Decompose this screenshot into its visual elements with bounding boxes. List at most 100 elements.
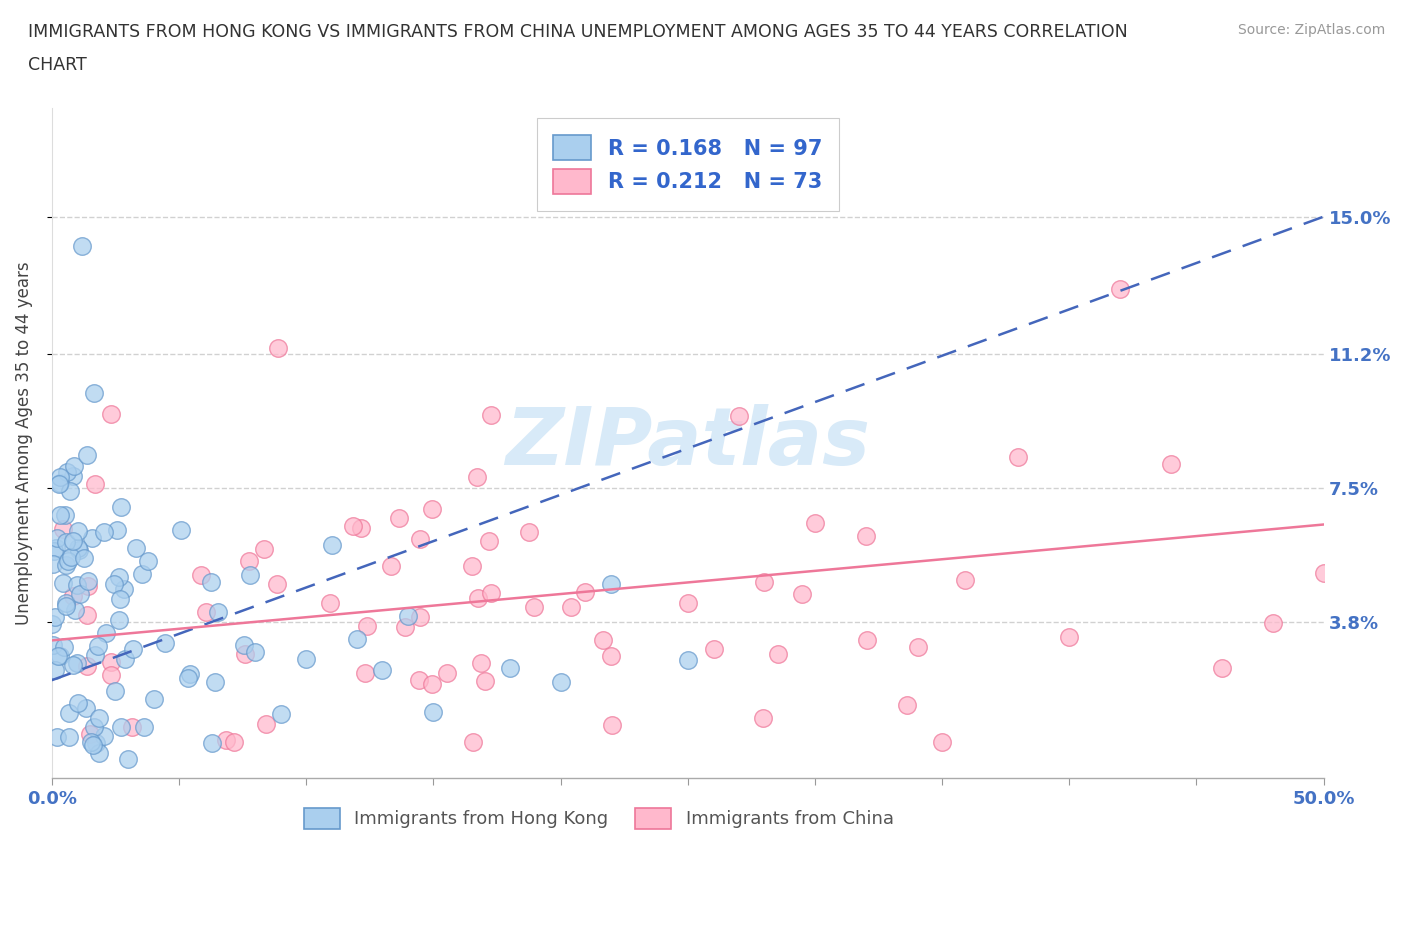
Point (200, 575, 222, 590)
Point (461, 558, 484, 573)
Point (474, 673, 496, 688)
Point (238, 554, 260, 569)
Point (72, 238, 94, 253)
Point (58, 706, 80, 721)
Point (122, 642, 145, 657)
Point (84, 477, 107, 492)
Point (319, 595, 342, 610)
Point (49, 475, 72, 490)
Point (380, 559, 402, 574)
Point (41, 617, 63, 631)
Point (266, 577, 288, 591)
Point (59, 549, 82, 564)
Point (350, 521, 373, 536)
Point (87, 639, 110, 654)
Point (600, 649, 623, 664)
Point (1211, 660, 1233, 675)
Point (67, 542, 90, 557)
Point (436, 666, 458, 681)
Point (63, 458, 86, 473)
Point (110, 720, 132, 735)
Point (233, 637, 256, 652)
Point (420, 676, 443, 691)
Point (752, 711, 775, 725)
Point (371, 663, 394, 678)
Point (931, 735, 953, 750)
Point (45, 531, 67, 546)
Point (62, 469, 84, 484)
Point (855, 528, 877, 543)
Point (461, 735, 484, 750)
Point (62, 658, 84, 672)
Point (1312, 565, 1334, 580)
Point (703, 642, 725, 657)
Point (752, 575, 775, 590)
Legend: Immigrants from Hong Kong, Immigrants from China: Immigrants from Hong Kong, Immigrants fr… (297, 801, 901, 836)
Point (49, 648, 72, 663)
Text: Source: ZipAtlas.com: Source: ZipAtlas.com (1237, 23, 1385, 37)
Text: IMMIGRANTS FROM HONG KONG VS IMMIGRANTS FROM CHINA UNEMPLOYMENT AMONG AGES 35 TO: IMMIGRANTS FROM HONG KONG VS IMMIGRANTS … (28, 23, 1128, 41)
Point (388, 511, 411, 525)
Point (353, 666, 375, 681)
Point (143, 692, 166, 707)
Point (1109, 282, 1132, 297)
Point (77, 578, 100, 593)
Point (63, 602, 86, 617)
Point (204, 675, 226, 690)
Point (235, 646, 257, 661)
Point (44, 662, 66, 677)
Point (58, 730, 80, 745)
Point (207, 604, 229, 619)
Point (478, 534, 501, 549)
Point (59, 484, 82, 498)
Point (108, 569, 131, 584)
Point (1007, 450, 1029, 465)
Point (87, 711, 110, 725)
Point (295, 652, 318, 667)
Point (112, 582, 135, 597)
Point (550, 675, 572, 690)
Point (83, 386, 105, 401)
Point (136, 553, 159, 568)
Point (62, 589, 84, 604)
Point (42, 637, 65, 652)
Point (93, 729, 115, 744)
Point (560, 600, 582, 615)
Point (201, 736, 224, 751)
Point (592, 632, 614, 647)
Point (245, 645, 267, 660)
Point (66, 656, 89, 671)
Point (42, 543, 65, 558)
Point (100, 668, 122, 683)
Point (73, 551, 96, 565)
Point (342, 519, 364, 534)
Point (55, 596, 77, 611)
Point (79, 726, 101, 741)
Point (465, 470, 488, 485)
Point (84, 736, 107, 751)
Point (270, 707, 292, 722)
Point (396, 608, 419, 623)
Point (93, 525, 115, 539)
Point (49, 508, 72, 523)
Point (80, 735, 103, 750)
Point (953, 573, 976, 588)
Point (420, 501, 443, 516)
Point (77, 574, 100, 589)
Point (467, 591, 489, 605)
Point (517, 525, 540, 539)
Point (356, 618, 378, 633)
Point (470, 656, 492, 671)
Point (153, 635, 176, 650)
Point (100, 655, 122, 670)
Point (52, 576, 75, 591)
Text: ZIPatlas: ZIPatlas (505, 404, 870, 482)
Point (67, 524, 90, 538)
Point (676, 595, 699, 610)
Point (48, 470, 70, 485)
Point (896, 698, 918, 712)
Point (523, 600, 546, 615)
Point (856, 632, 879, 647)
Point (179, 667, 201, 682)
Point (239, 567, 262, 582)
